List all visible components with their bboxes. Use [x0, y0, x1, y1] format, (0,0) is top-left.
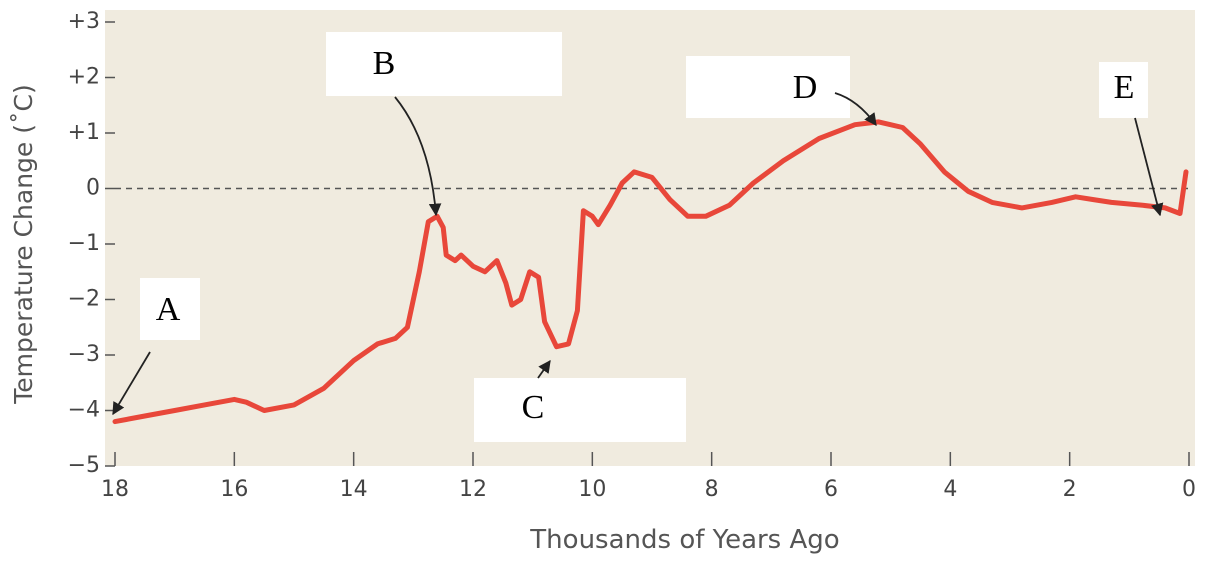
x-tick-label: 10: [578, 477, 606, 502]
annotation: E: [1114, 69, 1135, 106]
x-tick-label: 16: [220, 477, 248, 502]
x-tick-label: 6: [824, 477, 838, 502]
x-tick-label: 2: [1063, 477, 1077, 502]
annotation-arrow: [394, 96, 442, 217]
annotation-box: [1099, 62, 1148, 118]
x-tick-label: 8: [705, 477, 719, 502]
annotation: D: [793, 69, 818, 106]
annotation: A: [156, 291, 181, 328]
annotation: B: [373, 45, 396, 82]
x-axis-label: Thousands of Years Ago: [529, 525, 839, 555]
annotation-arrow: [537, 359, 551, 379]
annotation: C: [522, 389, 545, 426]
x-tick-label: 4: [943, 477, 957, 502]
data-line: [112, 119, 1189, 425]
y-tick-label: −4: [68, 398, 100, 423]
y-tick-label: −1: [68, 231, 100, 256]
y-tick-label: +2: [68, 65, 100, 90]
x-tick-label: 12: [459, 477, 487, 502]
y-tick-label: −2: [68, 287, 100, 312]
x-tick-label: 0: [1182, 477, 1196, 502]
y-tick-label: +1: [68, 120, 100, 145]
annotation-arrow: [1134, 117, 1164, 217]
annotation-box: [326, 32, 562, 96]
x-tick-label: 18: [101, 477, 129, 502]
annotation-arrow: [112, 351, 151, 416]
annotation-box: [140, 278, 200, 340]
annotation-arrow: [834, 92, 877, 127]
y-tick-label: −3: [68, 342, 100, 367]
y-tick-label: +3: [68, 9, 100, 34]
y-tick-label: 0: [86, 176, 100, 201]
y-axis-label: Temperature Change (˚C): [9, 84, 38, 404]
x-tick-label: 14: [340, 477, 368, 502]
annotation-box: [474, 378, 686, 442]
annotation-box: [686, 56, 850, 118]
y-tick-label: −5: [68, 453, 100, 478]
